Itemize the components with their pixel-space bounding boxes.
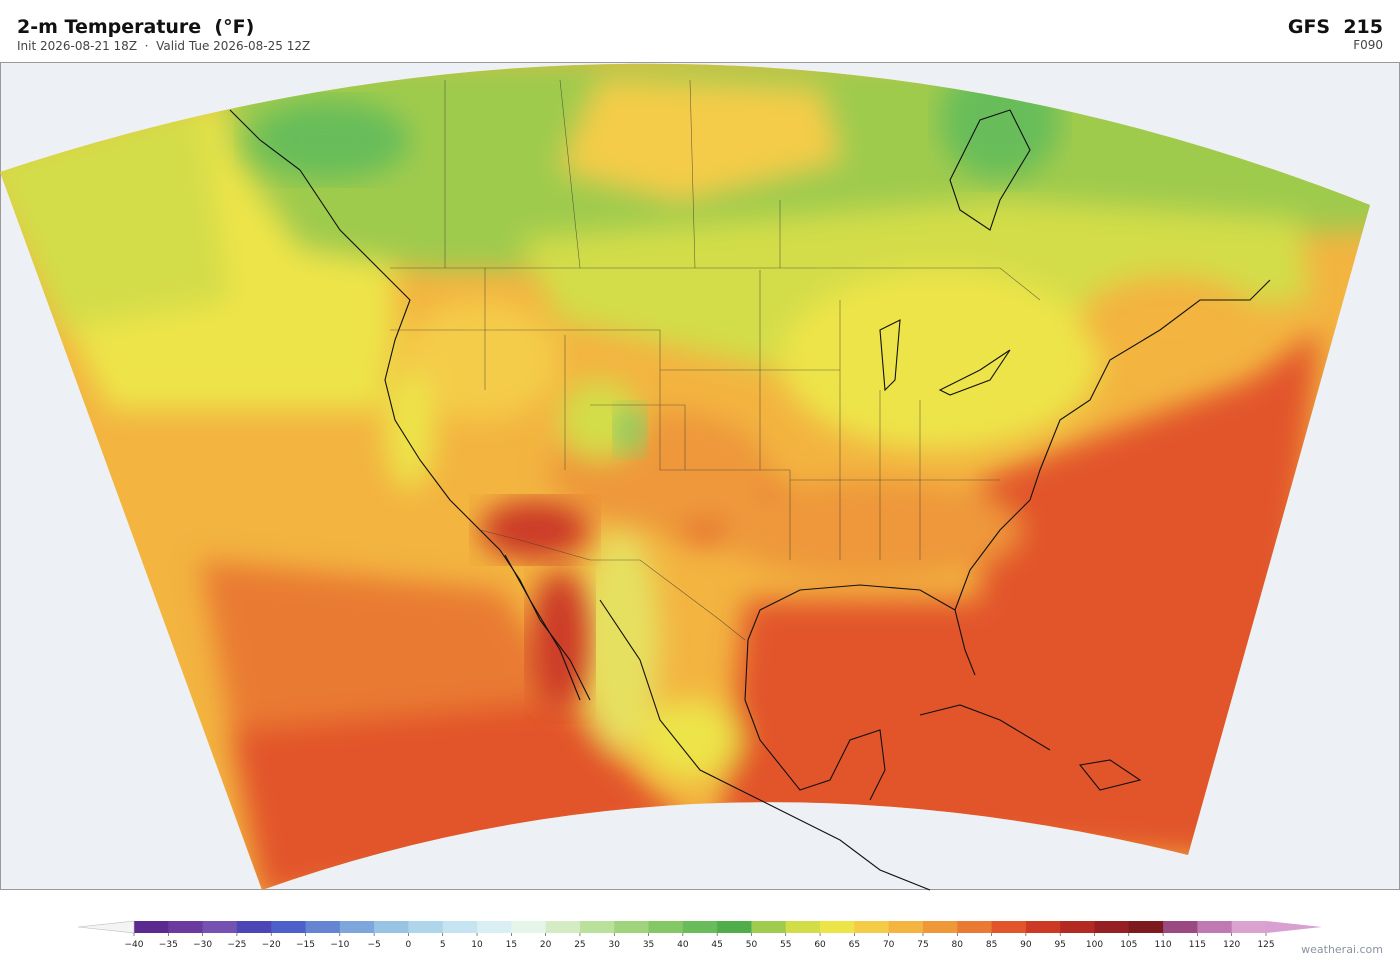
- model-label: GFS 215: [1287, 16, 1383, 38]
- colorbar-tick-label: −25: [227, 940, 246, 950]
- colorbar-segment: [991, 921, 1027, 933]
- colorbar-tick-label: 20: [540, 940, 552, 950]
- colorbar-tick-label: −10: [330, 940, 349, 950]
- colorbar-tick-label: 65: [849, 940, 860, 950]
- colorbar-tick-label: 40: [677, 940, 689, 950]
- colorbar-segment: [202, 921, 238, 933]
- colorbar-segment: [820, 921, 855, 933]
- forecast-hour: F090: [1353, 38, 1383, 52]
- colorbar-tick-label: 45: [711, 940, 722, 950]
- colorbar-segment: [271, 921, 307, 933]
- colorbar-segment: [1094, 921, 1130, 933]
- colorbar-tick-label: 25: [574, 940, 585, 950]
- colorbar-tick-label: 0: [406, 940, 412, 950]
- colorbar-tick-label: 90: [1020, 940, 1032, 950]
- colorbar-tick-label: 60: [814, 940, 826, 950]
- colorbar-over: [1266, 921, 1322, 933]
- borders: [390, 79, 1041, 641]
- colorbar-segment: [579, 921, 615, 933]
- colorbar-tick-label: 5: [440, 940, 446, 950]
- colorbar-tick-label: −5: [367, 940, 380, 950]
- colorbar-tick-label: 105: [1120, 940, 1137, 950]
- colorbar-segment: [888, 921, 924, 933]
- colorbar-segment: [408, 921, 444, 933]
- colorbar-segment: [854, 921, 890, 933]
- colorbar-tick-label: −30: [193, 940, 212, 950]
- colorbar-tick-label: 110: [1154, 940, 1171, 950]
- colorbar-segment: [134, 921, 169, 933]
- colorbar-tick-label: −35: [159, 940, 178, 950]
- colorbar-segment: [305, 921, 341, 933]
- colorbar-segment: [717, 921, 752, 933]
- colorbar-tick-label: 80: [952, 940, 964, 950]
- colorbar-segment: [1025, 921, 1061, 933]
- colorbar-tick-label: 50: [746, 940, 758, 950]
- colorbar-tick-label: −20: [262, 940, 281, 950]
- coastlines: [229, 109, 1271, 891]
- colorbar-segment: [339, 921, 375, 933]
- colorbar-tick-label: 55: [780, 940, 791, 950]
- colorbar-segment: [442, 921, 478, 933]
- colorbar-segment: [236, 921, 272, 933]
- colorbar-tick-label: 35: [643, 940, 654, 950]
- colorbar-segment: [682, 921, 718, 933]
- colorbar-tick-label: −40: [125, 940, 144, 950]
- colorbar-segment: [957, 921, 993, 933]
- colorbar-segment: [545, 921, 581, 933]
- colorbar-segment: [168, 921, 204, 933]
- colorbar-tick-label: −15: [296, 940, 315, 950]
- colorbar-segment: [1060, 921, 1095, 933]
- colorbar-tick-label: 70: [883, 940, 895, 950]
- colorbar-tick-label: 10: [471, 940, 483, 950]
- colorbar-segment: [1231, 921, 1267, 933]
- colorbar-segment: [511, 921, 547, 933]
- colorbar-under: [77, 920, 135, 934]
- colorbar-tick-label: 125: [1257, 940, 1274, 950]
- colorbar-tick-label: 15: [506, 940, 517, 950]
- subtitle: Init 2026-08-21 18Z · Valid Tue 2026-08-…: [17, 39, 311, 53]
- colorbar-segment: [751, 921, 787, 933]
- colorbar-segment: [374, 921, 409, 933]
- colorbar-tick-label: 95: [1054, 940, 1065, 950]
- colorbar-tick-label: 100: [1086, 940, 1103, 950]
- colorbar-segment: [1197, 921, 1233, 933]
- colorbar-segment: [922, 921, 958, 933]
- credit: weatherai.com: [1301, 943, 1383, 956]
- colorbar: −40 −35 −30 −25 −20 −15 −10 −5 0 5 10 15 20 25 30 35 40 4…: [77, 920, 1383, 956]
- colorbar-segment: [785, 921, 821, 933]
- colorbar-tick-label: 75: [917, 940, 928, 950]
- colorbar-tick-label: 115: [1189, 940, 1206, 950]
- colorbar-tick-label: 85: [986, 940, 997, 950]
- colorbar-segment: [477, 921, 512, 933]
- colorbar-segment: [648, 921, 684, 933]
- colorbar-segment: [1163, 921, 1198, 933]
- colorbar-tick-label: 120: [1223, 940, 1240, 950]
- colorbar-segment: [1128, 921, 1164, 933]
- colorbar-tick-label: 30: [609, 940, 621, 950]
- temperature-field: [0, 63, 1370, 890]
- title: 2-m Temperature (°F): [17, 16, 255, 38]
- colorbar-segment: [614, 921, 650, 933]
